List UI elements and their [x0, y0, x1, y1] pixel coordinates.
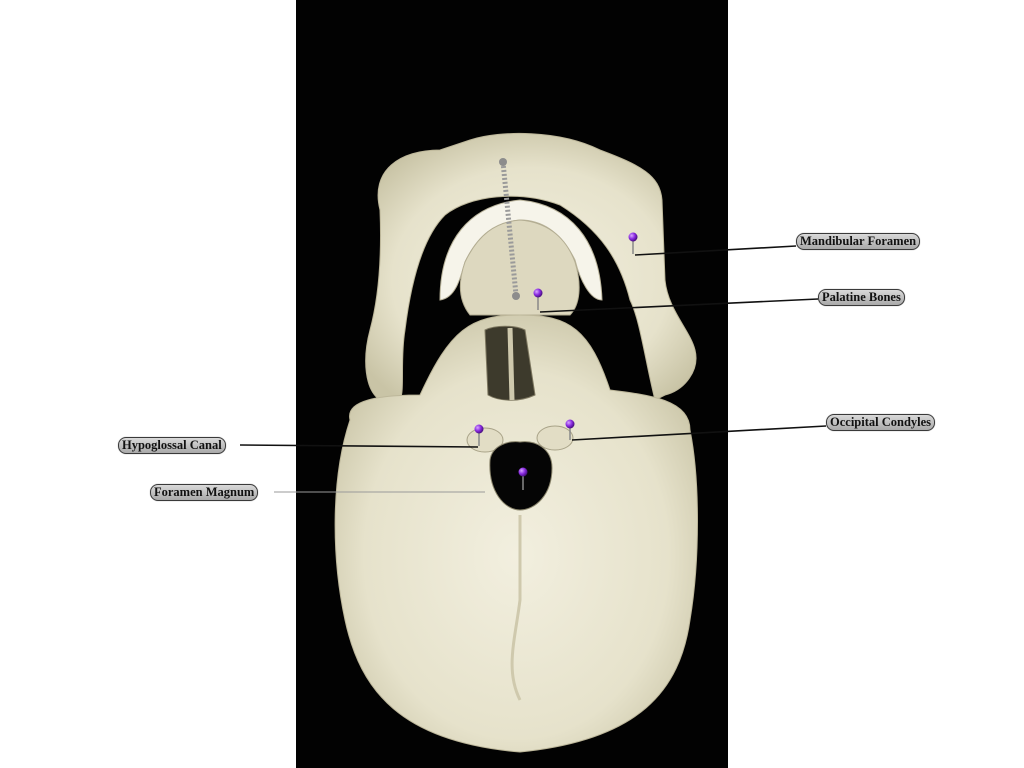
palate — [459, 219, 580, 316]
hypoglossal-canal-pin — [474, 424, 484, 434]
occipital-condyles-leader — [571, 425, 827, 441]
left-condyle — [466, 427, 504, 453]
occipital-condyles-pin — [565, 419, 575, 429]
right-condyle — [536, 425, 574, 451]
foramen-magnum-pin — [518, 467, 528, 477]
mandibular-foramen-pin — [628, 232, 638, 242]
hypoglossal-canal-label: Hypoglossal Canal — [118, 437, 226, 454]
spring-top-cap — [499, 158, 507, 166]
palatine-bones-label: Palatine Bones — [818, 289, 905, 306]
vomer — [507, 327, 515, 401]
hypoglossal-canal-leader — [239, 444, 479, 448]
palatine-bones-pin — [533, 288, 543, 298]
occipital-condyles-label: Occipital Condyles — [826, 414, 936, 431]
foramen-magnum-label: Foramen Magnum — [150, 484, 259, 501]
spring-bottom-cap — [512, 292, 520, 300]
mandibular-foramen-label: Mandibular Foramen — [796, 233, 921, 250]
cranial-base — [334, 314, 698, 753]
palatine-bones-leader — [539, 298, 819, 313]
mandibular-foramen-leader — [634, 245, 797, 256]
occipital-ridge — [510, 515, 522, 701]
